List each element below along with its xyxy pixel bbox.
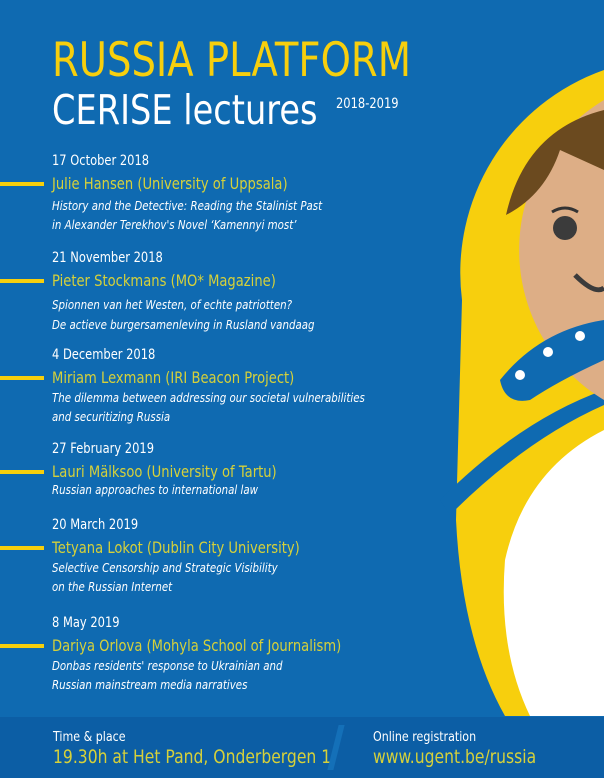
lecture-speaker: Lauri Mälksoo (University of Tartu) <box>52 462 277 481</box>
accent-bar <box>0 644 44 648</box>
lecture-date: 4 December 2018 <box>52 347 156 363</box>
accent-bar <box>0 182 44 186</box>
footer: Time & place 19.30h at Het Pand, Onderbe… <box>0 717 604 778</box>
lecture-topic: and securitizing Russia <box>52 409 171 424</box>
lecture-date: 27 February 2019 <box>52 441 155 457</box>
lecture-topic: in Alexander Terekhov's Novel ‘Kamennyi … <box>52 217 297 232</box>
lecture-date: 8 May 2019 <box>52 615 120 631</box>
doll-hair <box>506 110 604 215</box>
doll-scarf-edge <box>440 390 604 515</box>
accent-bar <box>0 279 44 283</box>
doll-apron <box>503 430 604 716</box>
lecture-speaker: Pieter Stockmans (MO* Magazine) <box>52 271 276 290</box>
doll-eye <box>553 216 577 240</box>
lecture-topic: on the Russian Internet <box>52 579 173 594</box>
doll-scarf-dot <box>543 347 553 357</box>
lecture-topic: History and the Detective: Reading the S… <box>52 198 323 213</box>
poster-years: 2018-2019 <box>336 96 399 112</box>
lecture-topic: Spionnen van het Westen, of echte patrio… <box>52 297 293 312</box>
registration-label: Online registration <box>373 729 477 745</box>
doll-eyebrow <box>551 206 579 214</box>
lecture-topic: De actieve burgersamenleving in Rusland … <box>52 317 315 332</box>
poster-subtitle: CERISE lectures <box>52 86 318 134</box>
doll-scarf-dot <box>515 370 525 380</box>
doll-scarf-dot <box>575 331 585 341</box>
accent-bar <box>0 376 44 380</box>
lecture-date: 20 March 2019 <box>52 517 139 533</box>
lecture-speaker: Miriam Lexmann (IRI Beacon Project) <box>52 368 295 387</box>
lecture-speaker: Dariya Orlova (Mohyla School of Journali… <box>52 636 342 655</box>
lecture-speaker: Tetyana Lokot (Dublin City University) <box>52 538 300 557</box>
registration-link[interactable]: www.ugent.be/russia <box>373 746 537 768</box>
lecture-date: 21 November 2018 <box>52 250 163 266</box>
time-place-label: Time & place <box>53 729 126 745</box>
lecture-topic: Russian approaches to international law <box>52 482 259 497</box>
time-place-value: 19.30h at Het Pand, Onderbergen 1 <box>53 746 332 768</box>
lecture-topic: Donbas residents' response to Ukrainian … <box>52 658 283 673</box>
lecture-topic: The dilemma between addressing our socie… <box>52 390 365 405</box>
lecture-speaker: Julie Hansen (University of Uppsala) <box>52 174 288 193</box>
lecture-topic: Russian mainstream media narratives <box>52 677 248 692</box>
lecture-topic: Selective Censorship and Strategic Visib… <box>52 560 278 575</box>
poster-title: RUSSIA PLATFORM <box>52 33 411 88</box>
accent-bar <box>0 546 44 550</box>
accent-bar <box>0 470 44 474</box>
doll-smile <box>573 273 604 293</box>
lecture-date: 17 October 2018 <box>52 153 150 169</box>
matryoshka-illustration <box>440 70 604 716</box>
